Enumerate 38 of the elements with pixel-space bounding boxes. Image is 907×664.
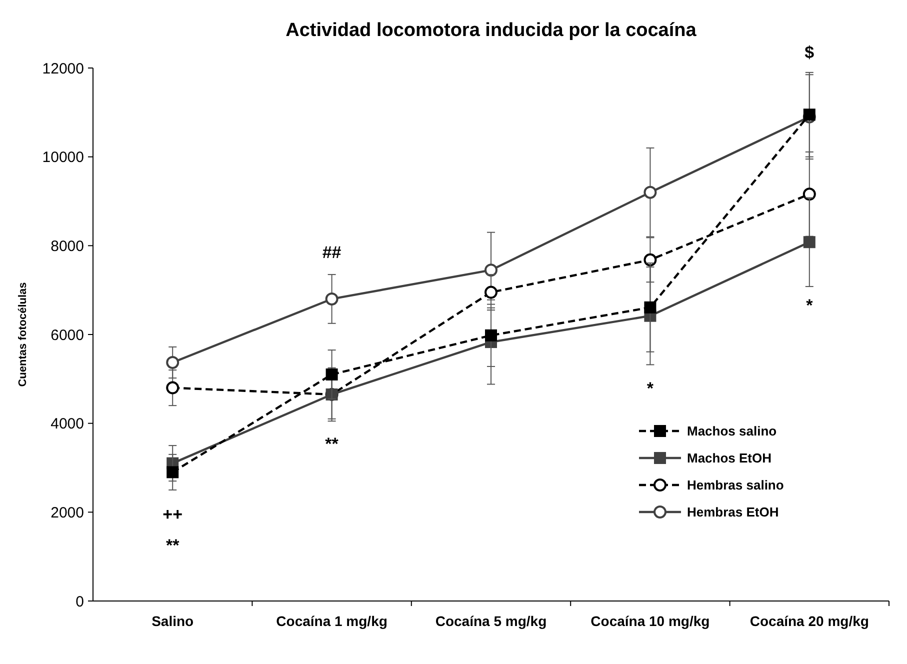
annotation: *	[806, 296, 814, 316]
point	[803, 236, 816, 248]
x-tick-label: Cocaína 1 mg/kg	[276, 613, 388, 629]
y-tick-label: 0	[76, 593, 84, 610]
y-tick-label: 12000	[42, 60, 84, 78]
x-tick-label: Salino	[152, 613, 194, 629]
legend-label: Machos salino	[687, 424, 777, 439]
y-axis-title: Cuentas fotocélulas	[17, 282, 29, 387]
point	[802, 188, 816, 201]
legend-label: Hembras salino	[687, 478, 784, 493]
point	[166, 356, 180, 369]
point	[325, 292, 338, 306]
point	[803, 108, 816, 121]
text: $	[804, 42, 815, 62]
x-tick-label: Cocaína 10 mg/kg	[590, 613, 710, 629]
point	[166, 466, 179, 478]
annotation: **	[325, 434, 339, 454]
point	[166, 381, 180, 394]
annotation: ##	[322, 242, 342, 262]
y-tick-label: 10000	[42, 149, 84, 166]
chart-title: Actividad locomotora inducida por la cocaína	[286, 20, 697, 41]
annotation: ++	[162, 505, 183, 524]
point	[644, 301, 656, 314]
y-tick-label: 8000	[50, 238, 84, 255]
y-tick-label: 2000	[50, 504, 84, 522]
point	[485, 329, 497, 342]
legend-label: Hembras EtOH	[687, 504, 779, 520]
legend-label: Machos EtOH	[687, 450, 772, 466]
x-tick-label: Cocaína 5 mg/kg	[435, 613, 547, 629]
y-tick-label: 6000	[50, 326, 84, 344]
point	[644, 186, 657, 199]
y-tick-label: 4000	[50, 416, 84, 433]
point	[484, 286, 498, 299]
point	[484, 264, 498, 277]
x-tick-label: Cocaína 20 mg/kg	[750, 613, 869, 629]
annotation: **	[166, 536, 180, 555]
annotation: *	[646, 378, 654, 398]
point	[326, 368, 338, 380]
